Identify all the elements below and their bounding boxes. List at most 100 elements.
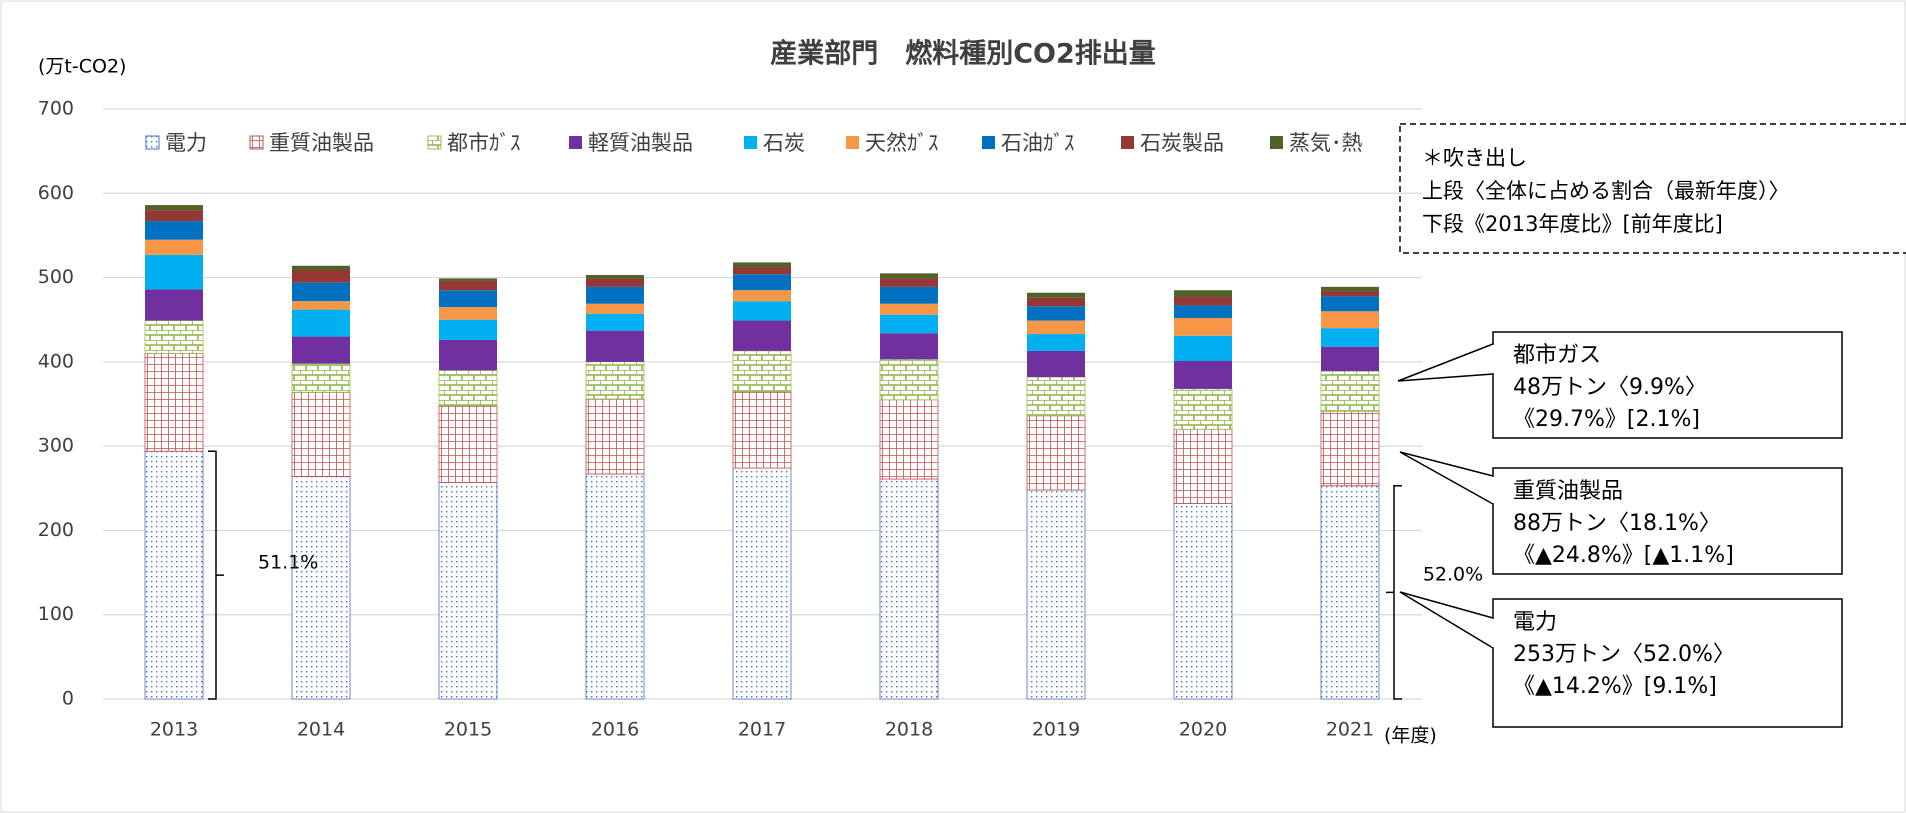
bar-segment	[1321, 346, 1379, 372]
bar-segment	[1320, 370, 1380, 412]
callout-line: 電力	[1513, 610, 1557, 635]
callout-pointer	[1399, 591, 1494, 649]
bar-segment	[733, 262, 791, 268]
bar-segment	[438, 481, 498, 700]
bar-segment	[438, 369, 498, 407]
bar-segment	[1174, 335, 1232, 362]
bar-segment	[291, 363, 351, 393]
callout-line: 都市ガス	[1513, 343, 1601, 368]
bar-segment	[732, 390, 792, 469]
bar-segment	[292, 269, 350, 283]
y-tick-label: 200	[38, 519, 74, 541]
bar-segment	[880, 333, 938, 360]
bar-segment	[145, 254, 203, 290]
bar-segment	[439, 307, 497, 320]
bar-segment	[585, 398, 645, 475]
callout-line: 253万トン〈52.0%〉	[1513, 642, 1735, 667]
legend-swatch	[427, 135, 442, 150]
bar-segment	[733, 290, 791, 302]
legend-swatch	[846, 136, 859, 149]
legend-label: 重質油製品	[269, 131, 374, 155]
bar-segment	[879, 478, 939, 700]
bar-segment	[1321, 311, 1379, 329]
bar-segment	[732, 467, 792, 700]
bar-segment	[1027, 297, 1085, 307]
bar-segment	[733, 267, 791, 275]
callout-line: 《▲24.8%》[▲1.1%]	[1513, 543, 1734, 568]
bar-segment	[291, 476, 351, 700]
bar-segment	[145, 221, 203, 240]
y-tick-label: 500	[38, 266, 74, 288]
bar-segment	[585, 473, 645, 700]
y-tick-label: 400	[38, 350, 74, 372]
legend-label: 軽質油製品	[588, 131, 693, 155]
x-tick-label: 2016	[591, 719, 639, 741]
y-tick-label: 300	[38, 435, 74, 457]
bar-segment	[1174, 290, 1232, 297]
bar-segment	[1027, 320, 1085, 335]
legend-swatch	[1121, 136, 1134, 149]
legend-swatch	[145, 135, 160, 150]
bar-segment	[144, 320, 204, 354]
note-line: 上段〈全体に占める割合（最新年度）〉	[1422, 179, 1790, 203]
share-label: 52.0%	[1423, 564, 1483, 586]
bar-segment	[879, 399, 939, 480]
bar-segment	[733, 301, 791, 321]
bar-segment	[145, 239, 203, 255]
bar-segment	[880, 286, 938, 304]
x-tick-label: 2018	[885, 719, 933, 741]
legend-swatch	[249, 135, 264, 150]
bar-segment	[439, 290, 497, 308]
y-tick-label: 700	[38, 98, 74, 120]
share-bracket	[1386, 485, 1402, 700]
bar-segment	[292, 301, 350, 310]
bar-segment	[1321, 296, 1379, 312]
callout-pointer	[1397, 343, 1494, 382]
bar-segment	[1321, 328, 1379, 347]
x-axis-label: (年度)	[1384, 725, 1437, 747]
bar-segment	[438, 405, 498, 483]
bar-segment	[733, 274, 791, 291]
bar-segment	[733, 320, 791, 351]
callout-line: 88万トン〈18.1%〉	[1513, 511, 1721, 536]
chart-title: 産業部門 燃料種別CO2排出量	[770, 38, 1156, 70]
legend-label: 蒸気･熱	[1289, 131, 1363, 155]
note-box	[1399, 123, 1906, 254]
x-tick-label: 2021	[1326, 719, 1374, 741]
bar-segment	[145, 205, 203, 211]
y-axis-label: (万t-CO2)	[38, 56, 126, 78]
bar-segment	[144, 353, 204, 452]
bar-segment	[439, 278, 497, 281]
callout-pointer	[1399, 451, 1494, 505]
x-tick-label: 2013	[150, 719, 198, 741]
callout-line: 《29.7%》[2.1%]	[1513, 407, 1700, 432]
bar-segment	[1173, 503, 1233, 700]
bar-segment	[439, 339, 497, 371]
callout-box	[1492, 598, 1843, 728]
bar-segment	[291, 391, 351, 477]
bar-segment	[585, 361, 645, 400]
legend-label: 石油ｶﾞｽ	[1001, 131, 1075, 155]
bar-segment	[1320, 485, 1380, 700]
note-line: ＊吹き出し	[1422, 146, 1527, 170]
bar-segment	[880, 273, 938, 279]
bar-segment	[145, 289, 203, 321]
legend-swatch	[982, 136, 995, 149]
x-tick-label: 2017	[738, 719, 786, 741]
bar-segment	[1026, 415, 1086, 491]
x-tick-label: 2019	[1032, 719, 1080, 741]
bar-segment	[1027, 292, 1085, 298]
x-tick-label: 2015	[444, 719, 492, 741]
bar-segment	[292, 309, 350, 337]
callout-line: 《▲14.2%》[9.1%]	[1513, 674, 1717, 699]
bar-segment	[292, 265, 350, 270]
bar-segment	[732, 350, 792, 392]
legend-label: 石炭	[763, 131, 805, 155]
note-line: 下段《2013年度比》[前年度比]	[1422, 212, 1723, 236]
bar-segment	[145, 210, 203, 222]
legend-label: 石炭製品	[1140, 131, 1224, 155]
bar-segment	[880, 314, 938, 334]
bar-segment	[1173, 388, 1233, 430]
bar-segment	[1173, 428, 1233, 504]
